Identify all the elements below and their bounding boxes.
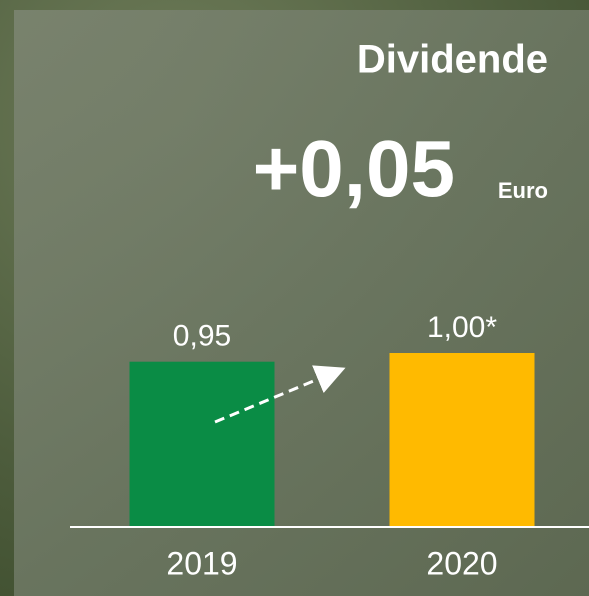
- bar: [389, 353, 535, 527]
- annotation: +0,05: [253, 124, 455, 213]
- value-label: 1,00*: [427, 311, 497, 344]
- trend-arrow: [214, 365, 346, 424]
- annotation-unit: Euro: [498, 178, 548, 203]
- bar: [129, 361, 275, 527]
- chart-title: Dividende: [357, 38, 548, 82]
- value-label: 0,95: [173, 320, 231, 353]
- x-tick-label: 2019: [166, 545, 237, 581]
- x-tick-label: 2020: [426, 545, 497, 581]
